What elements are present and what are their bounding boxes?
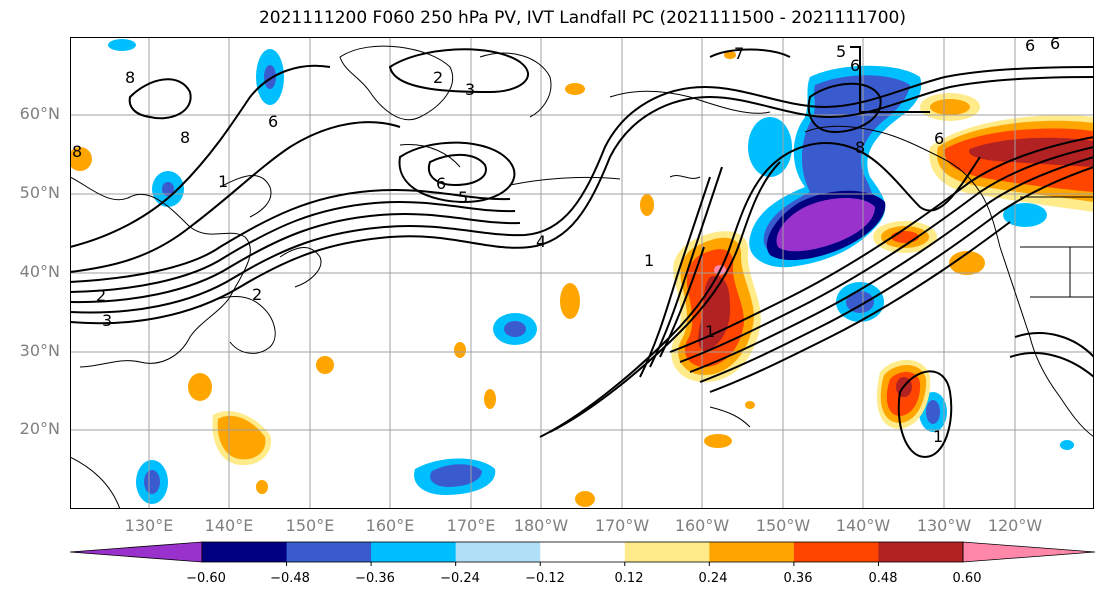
colorbar-segments xyxy=(69,541,1096,566)
lon-label-140w: 140°W xyxy=(835,516,891,535)
contour-lines xyxy=(70,46,1094,459)
map-panel: 8 2 3 7 5 6 8 6 6 6 5 1 4 8 2 3 2 1 1 1 … xyxy=(70,37,1094,509)
coastlines xyxy=(70,37,1094,509)
contour-label: 6 xyxy=(1050,37,1060,53)
chart-title: 2021111200 F060 250 hPa PV, IVT Landfall… xyxy=(258,8,906,28)
colorbar-tick-label: −0.60 xyxy=(186,571,226,586)
colorbar-segment xyxy=(202,542,288,562)
contour-label: 1 xyxy=(218,172,228,191)
lon-label-170e: 170°E xyxy=(446,516,496,535)
contour-label: 6 xyxy=(850,56,860,75)
colorbar-tick-label: 0.12 xyxy=(614,571,644,586)
colorbar-segment xyxy=(624,542,710,562)
contour-label-layer: 8 2 3 7 5 6 8 6 6 6 5 1 4 8 2 3 2 1 1 1 … xyxy=(72,37,1060,446)
shading-layer xyxy=(70,39,1094,507)
contour-label: 5 xyxy=(836,42,846,61)
contour-label: 2 xyxy=(433,68,443,87)
colorbar-segment xyxy=(286,542,372,562)
lon-label-130e: 130°E xyxy=(124,516,174,535)
colorbar-frame xyxy=(201,541,964,563)
colorbar-segment xyxy=(455,542,541,562)
contour-label: 3 xyxy=(102,311,112,330)
colorbar-segment xyxy=(793,542,879,562)
contour-label: 8 xyxy=(855,138,865,157)
lon-label-160e: 160°E xyxy=(365,516,415,535)
contour-label: 6 xyxy=(934,129,944,148)
lat-label-60n: 60°N xyxy=(19,104,60,123)
lon-label-120w: 120°W xyxy=(987,516,1043,535)
lon-label-180w: 180°W xyxy=(513,516,569,535)
lat-label-50n: 50°N xyxy=(19,183,60,202)
contour-label: 8 xyxy=(125,68,135,87)
contour-label: 8 xyxy=(72,142,82,161)
contour-label: 3 xyxy=(465,80,475,99)
colorbar-segment xyxy=(709,542,795,562)
contour-label: 2 xyxy=(96,286,106,305)
lon-label-170w: 170°W xyxy=(594,516,650,535)
lon-label-150w: 150°W xyxy=(755,516,811,535)
contour-label: 1 xyxy=(705,322,715,341)
contour-label: 6 xyxy=(1025,37,1035,55)
colorbar-segment xyxy=(371,542,457,562)
lon-label-160w: 160°W xyxy=(674,516,730,535)
lat-label-40n: 40°N xyxy=(19,262,60,281)
contour-label: 1 xyxy=(644,251,654,270)
lon-label-150e: 150°E xyxy=(285,516,335,535)
contour-label: 5 xyxy=(458,188,468,207)
colorbar-tick-label: 0.24 xyxy=(698,571,728,586)
colorbar xyxy=(69,541,1096,566)
contour-label: 7 xyxy=(734,44,744,63)
colorbar-tick-label: −0.48 xyxy=(270,571,310,586)
contour-label: 6 xyxy=(436,174,446,193)
contour-label: 8 xyxy=(180,128,190,147)
colorbar-tick-label: 0.36 xyxy=(783,571,813,586)
colorbar-segment xyxy=(878,542,964,562)
colorbar-tick-label: 0.60 xyxy=(952,571,982,586)
colorbar-extend-min xyxy=(69,541,203,563)
contour-label: 6 xyxy=(268,112,278,131)
lon-label-130w: 130°W xyxy=(916,516,972,535)
lat-label-20n: 20°N xyxy=(19,419,60,438)
contour-label: 2 xyxy=(252,285,262,304)
contour-label: 1 xyxy=(933,427,943,446)
contour-label: 4 xyxy=(536,232,546,251)
colorbar-segment xyxy=(540,542,626,562)
colorbar-tick-label: 0.48 xyxy=(868,571,898,586)
colorbar-tick-label: −0.12 xyxy=(525,571,565,586)
colorbar-tick-label: −0.36 xyxy=(355,571,395,586)
colorbar-extend-max xyxy=(962,541,1096,563)
lon-label-140e: 140°E xyxy=(204,516,254,535)
lat-label-30n: 30°N xyxy=(19,341,60,360)
colorbar-tick-label: −0.24 xyxy=(440,571,480,586)
